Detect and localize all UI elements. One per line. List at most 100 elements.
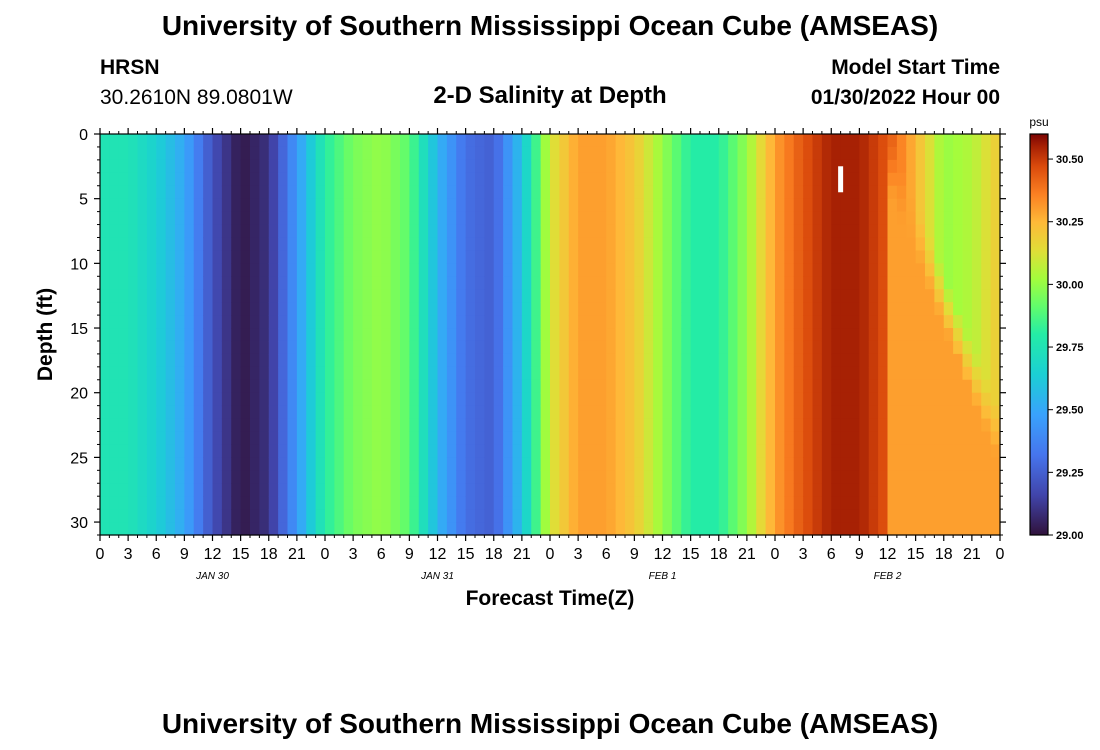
- heatmap-cell: [493, 289, 504, 303]
- heatmap-cell: [212, 509, 223, 523]
- heatmap-cell: [812, 276, 823, 290]
- heatmap-cell: [493, 340, 504, 355]
- heatmap-cell: [146, 315, 157, 329]
- heatmap-cell: [456, 353, 467, 368]
- heatmap-cell: [990, 237, 1001, 252]
- heatmap-cell: [531, 224, 542, 239]
- heatmap-cell: [146, 198, 157, 213]
- heatmap-cell: [146, 328, 157, 342]
- heatmap-cell: [671, 185, 682, 200]
- heatmap-cell: [887, 366, 898, 381]
- heatmap-cell: [268, 302, 279, 316]
- heatmap-cell: [906, 302, 917, 316]
- heatmap-cell: [596, 224, 607, 239]
- heatmap-cell: [709, 289, 720, 303]
- heatmap-cell: [409, 302, 420, 316]
- heatmap-cell: [662, 250, 673, 264]
- heatmap-cell: [212, 263, 223, 277]
- heatmap-cell: [287, 198, 298, 213]
- heatmap-cell: [559, 159, 570, 174]
- heatmap-cell: [259, 457, 270, 471]
- heatmap-cell: [990, 250, 1001, 264]
- heatmap-cell: [550, 315, 560, 329]
- heatmap-cell: [475, 211, 485, 226]
- heatmap-cell: [840, 263, 851, 277]
- heatmap-cell: [278, 211, 289, 226]
- heatmap-cell: [428, 185, 439, 200]
- heatmap-cell: [887, 405, 898, 420]
- heatmap-cell: [250, 185, 260, 200]
- heatmap-cell: [831, 483, 842, 497]
- heatmap-cell: [118, 470, 129, 484]
- heatmap-cell: [203, 134, 214, 148]
- heatmap-cell: [475, 289, 485, 303]
- heatmap-cell: [118, 496, 129, 510]
- heatmap-cell: [634, 172, 645, 187]
- heatmap-cell: [690, 159, 701, 174]
- heatmap-cell: [559, 496, 570, 510]
- heatmap-cell: [343, 496, 354, 510]
- heatmap-cell: [362, 198, 373, 213]
- heatmap-cell: [306, 483, 317, 497]
- heatmap-cell: [737, 418, 748, 433]
- heatmap-cell: [287, 392, 298, 407]
- heatmap-cell: [409, 328, 420, 342]
- heatmap-cell: [484, 496, 495, 510]
- heatmap-cell: [615, 366, 626, 381]
- heatmap-cell: [353, 496, 364, 510]
- heatmap-cell: [971, 315, 982, 329]
- heatmap-cell: [250, 328, 260, 342]
- heatmap-cell: [400, 276, 410, 290]
- heatmap-cell: [850, 353, 860, 368]
- heatmap-cell: [578, 172, 589, 187]
- heatmap-cell: [109, 237, 120, 252]
- heatmap-cell: [193, 172, 204, 187]
- chart-title: University of Southern Mississippi Ocean…: [161, 10, 939, 41]
- heatmap-cell: [587, 431, 598, 446]
- heatmap-cell: [156, 263, 167, 277]
- heatmap-cell: [756, 172, 767, 187]
- heatmap-cell: [596, 353, 607, 368]
- heatmap-cell: [212, 172, 223, 187]
- heatmap-cell: [156, 496, 167, 510]
- heatmap-cell: [493, 483, 504, 497]
- heatmap-cell: [821, 509, 832, 523]
- heatmap-cell: [615, 457, 626, 471]
- heatmap-cell: [578, 340, 589, 355]
- heatmap-cell: [165, 470, 176, 484]
- heatmap-cell: [503, 509, 514, 523]
- heatmap-cell: [212, 315, 223, 329]
- heatmap-cell: [418, 276, 429, 290]
- heatmap-cell: [700, 522, 710, 536]
- heatmap-cell: [437, 444, 448, 458]
- heatmap-cell: [728, 457, 739, 471]
- heatmap-cell: [990, 224, 1001, 239]
- heatmap-cell: [868, 418, 879, 433]
- heatmap-cell: [934, 353, 945, 368]
- heatmap-cell: [840, 470, 851, 484]
- heatmap-cell: [925, 328, 935, 342]
- heatmap-cell: [878, 483, 889, 497]
- heatmap-cell: [175, 328, 185, 342]
- heatmap-cell: [353, 470, 364, 484]
- heatmap-cell: [934, 211, 945, 226]
- heatmap-cell: [137, 353, 148, 368]
- heatmap-cell: [775, 366, 785, 381]
- heatmap-cell: [634, 237, 645, 252]
- heatmap-cell: [615, 522, 626, 536]
- heatmap-cell: [296, 431, 307, 446]
- heatmap-cell: [446, 159, 457, 174]
- heatmap-cell: [390, 470, 401, 484]
- heatmap-cell: [971, 405, 982, 420]
- heatmap-cell: [334, 146, 345, 161]
- heatmap-cell: [428, 146, 439, 161]
- heatmap-cell: [381, 328, 392, 342]
- heatmap-cell: [765, 276, 776, 290]
- heatmap-cell: [606, 263, 617, 277]
- heatmap-cell: [146, 366, 157, 381]
- station-coordinates: 30.2610N 89.0801W: [100, 86, 293, 109]
- heatmap-cell: [465, 185, 476, 200]
- heatmap-cell: [596, 470, 607, 484]
- heatmap-cell: [381, 418, 392, 433]
- heatmap-cell: [334, 366, 345, 381]
